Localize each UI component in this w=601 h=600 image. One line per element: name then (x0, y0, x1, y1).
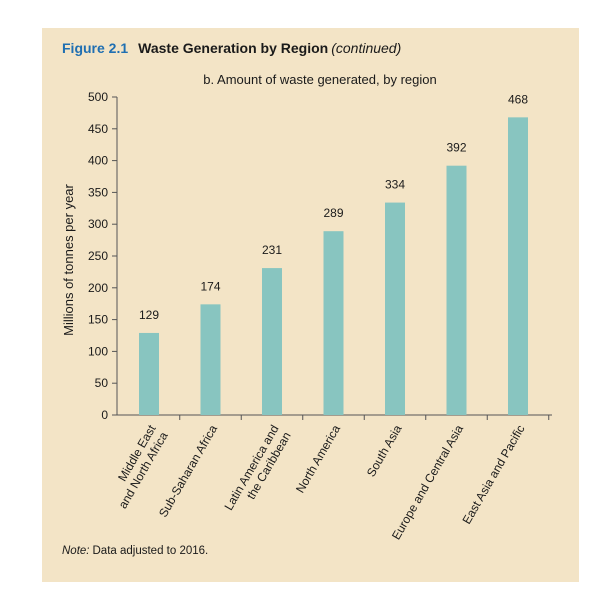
data-label: 392 (446, 141, 466, 155)
x-tick-label: South Asia (364, 422, 405, 479)
bar (262, 268, 282, 415)
x-tick-label: Middle Eastand North Africa (103, 422, 171, 511)
y-tick-label: 400 (88, 154, 108, 168)
y-tick-label: 150 (88, 313, 108, 327)
bar (323, 231, 344, 415)
data-label: 231 (262, 243, 282, 257)
y-tick-label: 300 (88, 217, 108, 231)
y-tick-label: 350 (88, 185, 108, 199)
figure-panel (42, 28, 579, 582)
x-tick-label: East Asia and Pacific (459, 423, 527, 527)
bar (446, 165, 467, 415)
chart-note: Note: Data adjusted to 2016. (62, 545, 208, 557)
y-tick-label: 200 (88, 281, 108, 295)
data-label: 289 (323, 206, 343, 220)
y-tick-label: 250 (88, 249, 108, 263)
note-prefix: Note: (62, 545, 90, 557)
figure-title: Waste Generation by Region (138, 40, 329, 56)
data-label: 468 (508, 92, 528, 106)
data-label: 334 (385, 178, 405, 192)
x-tick-label: Europe and Central Asia (389, 422, 466, 542)
bar (200, 304, 221, 415)
y-tick-label: 500 (88, 90, 108, 104)
bar (385, 202, 405, 415)
x-tick-label: North America (293, 422, 343, 495)
figure-continued: (continued) (331, 40, 402, 56)
y-tick-label: 0 (101, 408, 108, 422)
data-label: 129 (139, 308, 159, 322)
figure-label: Figure 2.1 (62, 40, 129, 56)
bar (508, 117, 528, 416)
y-tick-label: 450 (88, 122, 108, 136)
y-tick-label: 100 (88, 344, 108, 358)
bar (139, 332, 159, 415)
x-tick-label: Latin America andthe Caribbean (221, 423, 293, 520)
data-label: 174 (200, 279, 220, 293)
y-tick-label: 50 (95, 376, 109, 390)
figure-heading: Figure 2.1 Waste Generation by Region (con… (62, 40, 401, 56)
y-axis-label: Millions of tonnes per year (61, 183, 76, 335)
chart-subtitle: b. Amount of waste generated, by region (203, 72, 436, 87)
note-text: Data adjusted to 2016. (92, 545, 209, 557)
